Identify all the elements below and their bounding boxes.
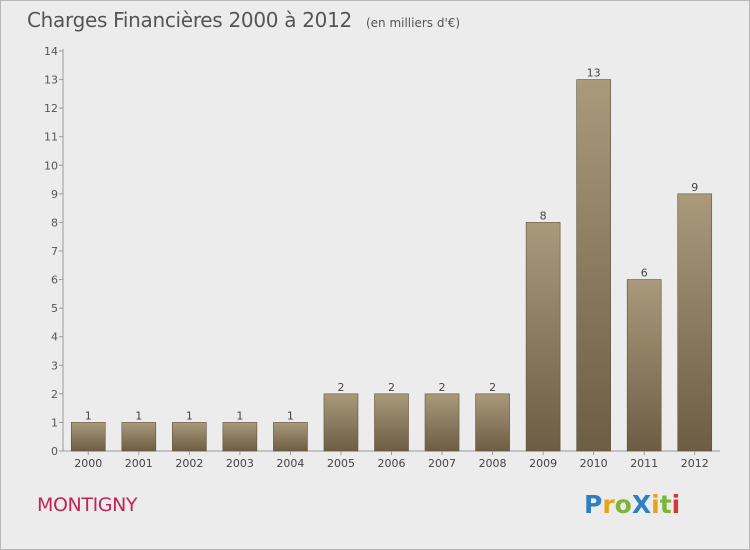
- chart-title-group: Charges Financières 2000 à 2012 (en milli…: [27, 8, 460, 32]
- data-label: 2: [439, 381, 446, 394]
- bar: [172, 422, 207, 452]
- logo-letter: o: [614, 490, 632, 519]
- logo-letter: X: [631, 490, 652, 519]
- bar: [626, 279, 662, 452]
- y-tick-label: 0: [51, 445, 58, 458]
- y-tick-label: 14: [44, 45, 58, 58]
- bar: [576, 79, 611, 452]
- bar: [475, 393, 510, 452]
- bar: [121, 422, 157, 452]
- data-label: 1: [236, 409, 243, 422]
- y-tick-label: 2: [51, 388, 58, 401]
- bar: [273, 422, 308, 452]
- bar: [70, 422, 106, 452]
- x-tick-label: 2009: [529, 457, 557, 470]
- chart-unit: (en milliers d'€): [365, 16, 461, 30]
- y-tick-label: 7: [51, 245, 58, 258]
- bar: [677, 193, 713, 452]
- data-label: 1: [85, 409, 92, 422]
- x-tick-label: 2010: [580, 457, 608, 470]
- bar: [424, 393, 460, 452]
- logo-letter: P: [584, 490, 603, 519]
- logo-letter: r: [602, 490, 615, 519]
- y-tick-label: 9: [51, 188, 58, 201]
- y-tick-label: 10: [44, 159, 58, 172]
- data-label: 2: [388, 381, 395, 394]
- y-tick-label: 8: [51, 216, 58, 229]
- x-tick-label: 2001: [125, 457, 153, 470]
- x-tick-label: 2012: [681, 457, 709, 470]
- x-tick-label: 2005: [327, 457, 355, 470]
- x-tick-label: 2002: [175, 457, 203, 470]
- data-label: 6: [641, 267, 648, 280]
- data-label: 1: [135, 409, 142, 422]
- x-tick-label: 2004: [276, 457, 304, 470]
- chart-title: Charges Financières 2000 à 2012: [27, 8, 352, 32]
- data-label: 8: [540, 209, 547, 222]
- data-label: 1: [186, 409, 193, 422]
- x-tick-label: 2007: [428, 457, 456, 470]
- x-tick-label: 2000: [74, 457, 102, 470]
- logo-letter: i: [671, 490, 681, 519]
- bar: [374, 393, 409, 452]
- logo-letter: t: [659, 490, 672, 519]
- bar: [323, 393, 359, 452]
- y-tick-label: 5: [51, 302, 58, 315]
- bar: [525, 222, 561, 452]
- commune-name: MONTIGNY: [37, 494, 138, 516]
- y-tick-label: 12: [44, 102, 58, 115]
- y-tick-label: 13: [44, 74, 58, 87]
- y-tick-label: 4: [51, 331, 58, 344]
- data-label: 1: [287, 409, 294, 422]
- x-tick-label: 2008: [479, 457, 507, 470]
- x-tick-label: 2011: [630, 457, 658, 470]
- data-label: 9: [691, 181, 698, 194]
- x-tick-label: 2006: [378, 457, 406, 470]
- x-tick-label: 2003: [226, 457, 254, 470]
- data-label: 2: [489, 381, 496, 394]
- proxiti-logo: ProXiti: [584, 490, 680, 519]
- logo-letter: i: [651, 490, 660, 519]
- data-label: 2: [337, 381, 344, 394]
- y-tick-label: 3: [51, 359, 58, 372]
- bar: [222, 422, 258, 452]
- y-tick-label: 11: [44, 131, 58, 144]
- y-tick-label: 6: [51, 274, 58, 287]
- y-tick-label: 1: [51, 416, 58, 429]
- data-label: 13: [587, 67, 601, 80]
